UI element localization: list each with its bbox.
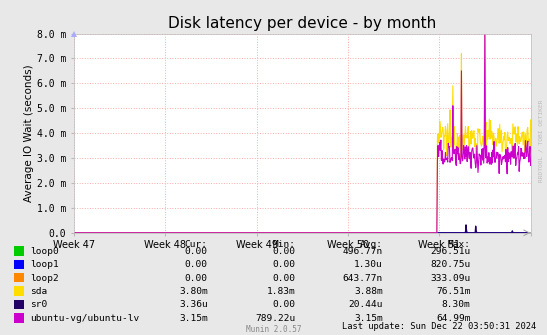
Y-axis label: Average IO Wait (seconds): Average IO Wait (seconds) [24,64,34,202]
Text: 643.77n: 643.77n [342,274,383,282]
Text: 0.00: 0.00 [272,274,295,282]
Text: 0.00: 0.00 [185,260,208,269]
Text: 3.15m: 3.15m [179,314,208,323]
Text: loop2: loop2 [30,274,59,282]
Text: Munin 2.0.57: Munin 2.0.57 [246,325,301,334]
Text: 0.00: 0.00 [272,300,295,309]
Text: loop1: loop1 [30,260,59,269]
Text: 3.80m: 3.80m [179,287,208,296]
Text: sda: sda [30,287,48,296]
Text: Max:: Max: [447,240,470,249]
Text: 333.09u: 333.09u [430,274,470,282]
Text: 3.88m: 3.88m [354,287,383,296]
Text: 0.00: 0.00 [185,247,208,256]
Text: 8.30m: 8.30m [441,300,470,309]
Text: 820.75u: 820.75u [430,260,470,269]
Text: sr0: sr0 [30,300,48,309]
Text: Avg:: Avg: [360,240,383,249]
Text: 76.51m: 76.51m [436,287,470,296]
Text: 0.00: 0.00 [272,260,295,269]
Text: Min:: Min: [272,240,295,249]
Text: 64.99m: 64.99m [436,314,470,323]
Text: 496.77n: 496.77n [342,247,383,256]
Text: 789.22u: 789.22u [255,314,295,323]
Text: 0.00: 0.00 [272,247,295,256]
Text: 1.30u: 1.30u [354,260,383,269]
Text: RRDTOOL / TOBI OETIKER: RRDTOOL / TOBI OETIKER [538,99,543,182]
Text: 3.36u: 3.36u [179,300,208,309]
Text: loop0: loop0 [30,247,59,256]
Title: Disk latency per device - by month: Disk latency per device - by month [168,16,437,31]
Text: 3.15m: 3.15m [354,314,383,323]
Text: ubuntu-vg/ubuntu-lv: ubuntu-vg/ubuntu-lv [30,314,139,323]
Text: 1.83m: 1.83m [266,287,295,296]
Text: 0.00: 0.00 [185,274,208,282]
Text: 296.51u: 296.51u [430,247,470,256]
Text: Last update: Sun Dec 22 03:50:31 2024: Last update: Sun Dec 22 03:50:31 2024 [342,322,536,331]
Text: 20.44u: 20.44u [348,300,383,309]
Text: Cur:: Cur: [185,240,208,249]
